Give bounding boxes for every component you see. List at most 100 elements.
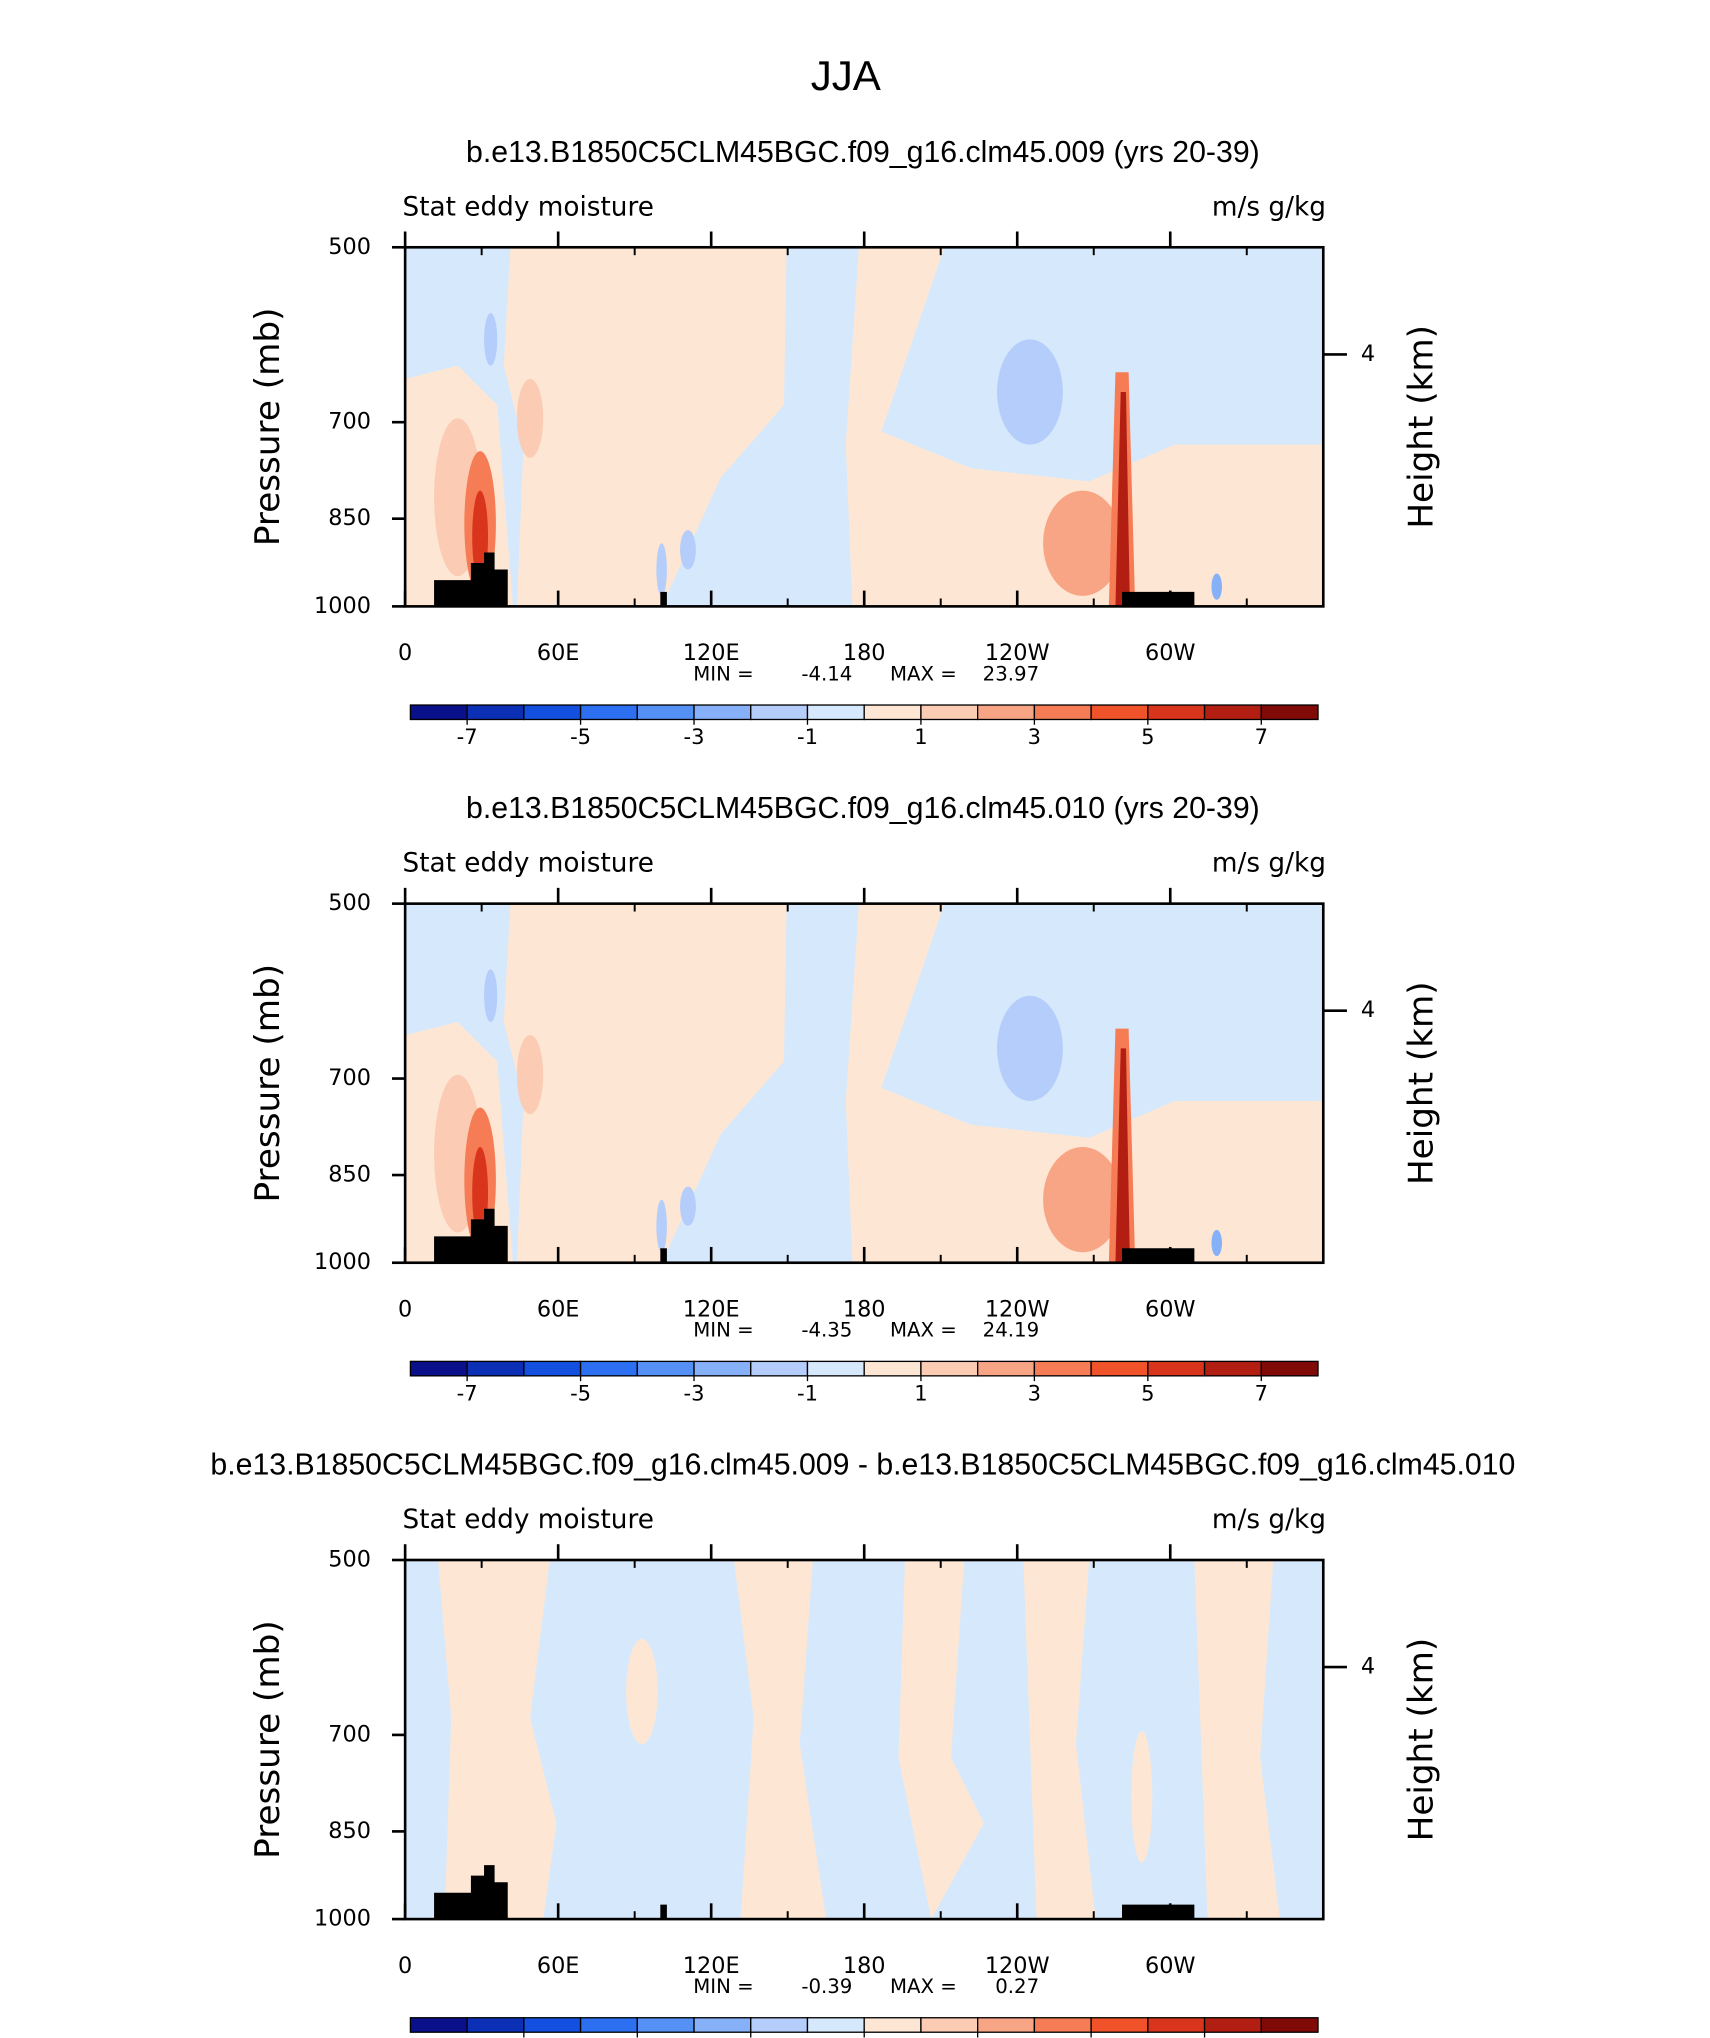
y-axis-label: Pressure (mb) [248,964,288,1203]
x-tick-label: 60W [1145,1953,1196,1979]
colorbar-swatch [466,1360,525,1377]
field-region [656,543,667,596]
y2-axis-label: Height (km) [1402,1638,1442,1842]
colorbar-swatch [579,704,638,721]
colorbar-swatch [806,704,865,721]
colorbar-swatch [636,2017,695,2033]
left-label: Stat eddy moisture [403,1505,654,1535]
x-tick-label: 180 [843,1953,886,1979]
topography [660,1904,667,1920]
colorbar-label: 1.2 [1074,2037,1107,2038]
colorbar-swatch [750,704,809,721]
colorbar-swatch [1033,1360,1092,1377]
colorbar-swatch [1147,1360,1206,1377]
x-tick-label: 120E [683,640,740,666]
max-value: 0.27 [995,1975,1039,1998]
topography [1122,591,1195,607]
colorbar-label: -1.2 [617,2037,658,2038]
colorbar-swatch [636,704,695,721]
colorbar-label: 7 [1255,1380,1268,1405]
topography [660,1248,667,1263]
field-region [484,969,498,1023]
colorbar-swatch [1260,1360,1319,1377]
colorbar-swatch [1147,704,1206,721]
super-title: JJA [811,52,881,99]
colorbar-swatch [409,704,468,721]
max-label: MAX = [890,1975,957,1998]
colorbar-swatch [750,1360,809,1377]
max-value: 24.19 [983,1319,1039,1342]
panel-title: b.e13.B1850C5CLM45BGC.f09_g16.clm45.009 … [210,1449,1515,1482]
max-label: MAX = [890,1319,957,1342]
field-region [503,903,787,1263]
x-tick-label: 0 [398,1953,412,1979]
left-label: Stat eddy moisture [403,849,654,879]
colorbar-swatch [1203,1360,1262,1377]
colorbar-label: 3 [1028,1380,1041,1405]
x-tick-label: 180 [843,640,886,666]
panel-title: b.e13.B1850C5CLM45BGC.f09_g16.clm45.009 … [466,136,1260,169]
topography [1122,1248,1195,1263]
colorbar-swatch [1260,2017,1319,2033]
colorbar-label: -5 [570,1380,591,1405]
field-region [438,1560,557,1920]
field-region [1211,573,1222,600]
y2-axis-label: Height (km) [1402,325,1442,529]
field-region [733,1560,827,1920]
topography [1122,1904,1195,1920]
y-tick-label: 850 [328,1162,371,1188]
colorbar-swatch [523,2017,582,2033]
colorbar-swatch [863,704,922,721]
field-region [1211,1229,1222,1257]
field-region [1043,490,1123,596]
colorbar-swatch [1203,704,1262,721]
min-label: MIN = [693,662,753,685]
colorbar-swatch [1090,704,1149,721]
y-tick-label: 700 [328,1721,371,1747]
colorbar-swatch [920,2017,979,2033]
colorbar-swatch [750,2017,809,2033]
colorbar-label: 7 [1255,724,1268,749]
y2-tick-label: 4 [1361,341,1375,367]
colorbar-swatch [636,1360,695,1377]
max-value: 23.97 [983,662,1039,685]
y2-tick-label: 4 [1361,997,1375,1023]
y-tick-label: 1000 [314,1249,371,1275]
colorbar-label: 3 [1028,724,1041,749]
colorbar-label: 0.6 [961,2037,994,2038]
max-label: MAX = [890,662,957,685]
topography [434,552,508,607]
colorbar-label: -1 [797,1380,818,1405]
colorbar-label: -1.8 [503,2037,544,2038]
colorbar-swatch [863,2017,922,2033]
colorbar-swatch [1260,704,1319,721]
x-tick-label: 0 [398,640,412,666]
right-label: m/s g/kg [1212,192,1326,222]
x-tick-label: 120E [683,1297,740,1323]
colorbar-swatch [920,704,979,721]
panel-title: b.e13.B1850C5CLM45BGC.f09_g16.clm45.010 … [466,792,1260,825]
colorbar-swatch [579,2017,638,2033]
y-tick-label: 1000 [314,593,371,619]
colorbar-label: 0 [858,2037,871,2038]
colorbar-label: -0.6 [730,2037,771,2038]
x-tick-label: 120W [985,1297,1050,1323]
colorbar-label: 5 [1141,1380,1154,1405]
field-region [1023,1560,1096,1920]
panel: b.e13.B1850C5CLM45BGC.f09_g16.clm45.009 … [210,1449,1515,2038]
y2-axis-label: Height (km) [1402,981,1442,1185]
field-region [680,1186,696,1226]
colorbar-swatch [977,2017,1036,2033]
field-region [516,1035,544,1115]
right-label: m/s g/kg [1212,1505,1326,1535]
colorbar-swatch [466,2017,525,2033]
y-tick-label: 500 [328,890,371,916]
field-region [1115,391,1130,607]
min-value: -0.39 [801,1975,852,1998]
y-tick-label: 500 [328,234,371,260]
field-region [997,995,1063,1101]
colorbar-swatch [1147,2017,1206,2033]
colorbar-label: 1 [914,1380,927,1405]
